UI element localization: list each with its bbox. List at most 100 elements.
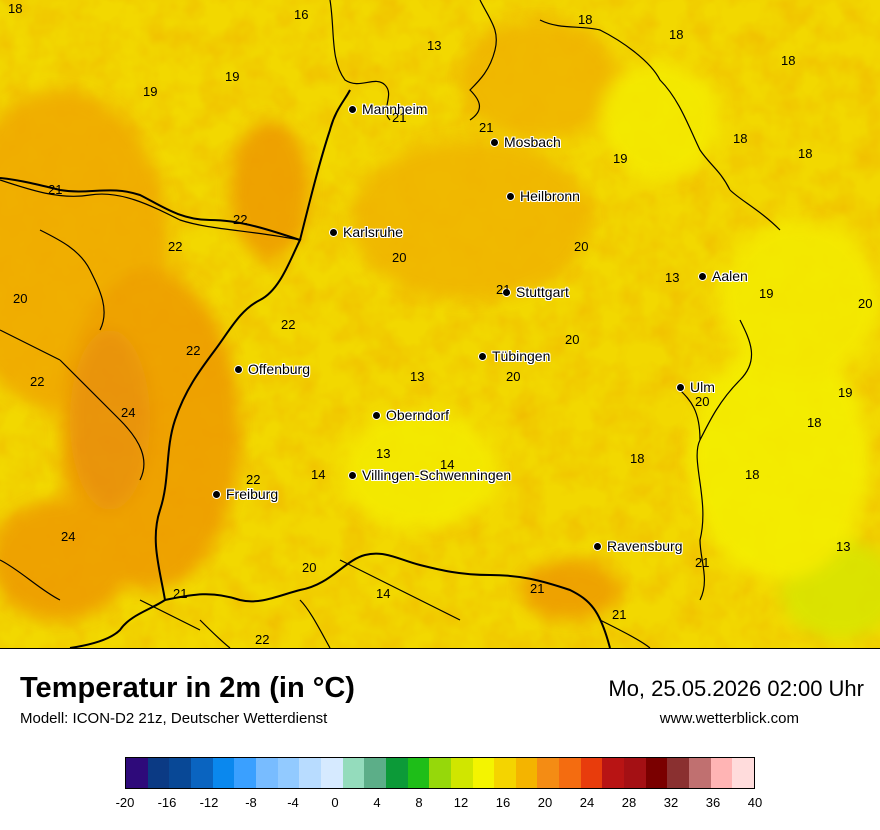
colorbar-tick-label: 12 — [453, 795, 469, 810]
temperature-value: 20 — [565, 332, 580, 347]
colorbar-tick-label: -4 — [287, 795, 299, 810]
temperature-value: 18 — [781, 53, 796, 68]
temperature-value: 24 — [61, 529, 76, 544]
colorbar-swatch — [667, 758, 690, 788]
colorbar-tick-label: 20 — [537, 795, 553, 810]
city-label-mannheim: Mannheim — [348, 101, 427, 117]
temperature-value: 18 — [578, 12, 593, 27]
website-link[interactable]: www.wetterblick.com — [659, 710, 799, 727]
city-label-stuttgart: Stuttgart — [502, 284, 569, 300]
colorbar-swatch — [320, 758, 343, 788]
city-name: Heilbronn — [520, 188, 580, 204]
colorbar-swatch — [624, 758, 646, 788]
temperature-value: 22 — [281, 317, 296, 332]
colorbar-swatch — [537, 758, 560, 788]
city-label-freiburg: Freiburg — [212, 486, 278, 502]
colorbar-tick-label: -12 — [199, 795, 219, 810]
temperature-value: 21 — [612, 607, 627, 622]
colorbar-swatch — [169, 758, 191, 788]
city-dot-icon — [234, 364, 243, 374]
city-name: Ulm — [690, 379, 715, 395]
temperature-value: 21 — [48, 182, 63, 197]
temperature-value: 18 — [733, 131, 748, 146]
colorbar-swatch — [212, 758, 235, 788]
city-name: Ravensburg — [607, 538, 683, 554]
city-name: Aalen — [712, 268, 748, 284]
city-dot-icon — [348, 104, 357, 114]
temperature-value: 22 — [233, 212, 248, 227]
colorbar-swatch — [472, 758, 495, 788]
city-dot-icon — [372, 410, 381, 420]
colorbar-swatch — [364, 758, 386, 788]
temperature-value: 21 — [479, 120, 494, 135]
temperature-value: 18 — [798, 146, 813, 161]
model-info: Modell: ICON-D2 21z, Deutscher Wetterdie… — [20, 710, 328, 727]
city-name: Stuttgart — [516, 284, 569, 300]
temperature-value: 20 — [302, 560, 317, 575]
city-dot-icon — [212, 489, 221, 499]
colorbar-swatch — [407, 758, 430, 788]
city-dot-icon — [329, 227, 338, 237]
colorbar-swatch — [710, 758, 733, 788]
temperature-value: 13 — [665, 270, 680, 285]
colorbar-tick-label: 8 — [415, 795, 423, 810]
temperature-value: 21 — [530, 581, 545, 596]
colorbar-tick-label: 16 — [495, 795, 511, 810]
colorbar-tick-label: 32 — [663, 795, 679, 810]
temperature-value: 22 — [255, 632, 270, 647]
colorbar-swatch — [190, 758, 213, 788]
temperature-value: 19 — [143, 84, 158, 99]
temperature-value: 18 — [669, 27, 684, 42]
colorbar-tick-label: -20 — [115, 795, 135, 810]
city-label-heilbronn: Heilbronn — [506, 188, 580, 204]
temperature-value: 13 — [836, 539, 851, 554]
temperature-value: 18 — [8, 1, 23, 16]
colorbar-swatch — [494, 758, 516, 788]
colorbar-swatch — [385, 758, 408, 788]
city-dot-icon — [348, 470, 357, 480]
temperature-value: 19 — [838, 385, 853, 400]
temperature-value: 20 — [858, 296, 873, 311]
temperature-value: 13 — [427, 38, 442, 53]
colorbar-swatch — [689, 758, 711, 788]
colorbar-swatch — [277, 758, 300, 788]
temperature-map: Mannheim Mosbach Heilbronn Karlsruhe Stuttga… — [0, 0, 880, 649]
colorbar-tick-label: 4 — [373, 795, 381, 810]
temperature-colorbar — [125, 757, 755, 789]
temperature-value: 13 — [410, 369, 425, 384]
city-dot-icon — [502, 287, 511, 297]
colorbar-swatch — [602, 758, 625, 788]
city-name: Karlsruhe — [343, 224, 403, 240]
city-label-oberndorf: Oberndorf — [372, 407, 449, 423]
temperature-value: 21 — [695, 555, 710, 570]
colorbar-swatch — [732, 758, 755, 788]
temperature-value: 19 — [613, 151, 628, 166]
colorbar-tick-label: 24 — [579, 795, 595, 810]
city-dot-icon — [478, 351, 487, 361]
colorbar-swatch — [126, 758, 148, 788]
temperature-value: 16 — [294, 7, 309, 22]
city-name: Offenburg — [248, 361, 311, 377]
temperature-value: 20 — [392, 250, 407, 265]
temperature-value: 20 — [13, 291, 28, 306]
temperature-value: 22 — [30, 374, 45, 389]
temperature-value: 21 — [496, 282, 511, 297]
forecast-datetime: Mo, 25.05.2026 02:00 Uhr — [608, 676, 864, 701]
map-background — [0, 0, 880, 648]
chart-title: Temperatur in 2m (in °C) — [20, 672, 355, 704]
temperature-value: 20 — [695, 394, 710, 409]
colorbar-tick-label: 40 — [747, 795, 763, 810]
temperature-value: 21 — [173, 586, 188, 601]
temperature-value: 13 — [376, 446, 391, 461]
city-label-mosbach: Mosbach — [490, 134, 561, 150]
colorbar-swatch — [147, 758, 170, 788]
temperature-value: 22 — [168, 239, 183, 254]
temperature-value: 14 — [376, 586, 391, 601]
colorbar-swatch — [559, 758, 581, 788]
city-name: Mosbach — [504, 134, 561, 150]
temperature-value: 22 — [246, 472, 261, 487]
city-dot-icon — [490, 137, 499, 147]
city-dot-icon — [676, 382, 685, 392]
temperature-value: 18 — [807, 415, 822, 430]
city-label-aalen: Aalen — [698, 268, 748, 284]
